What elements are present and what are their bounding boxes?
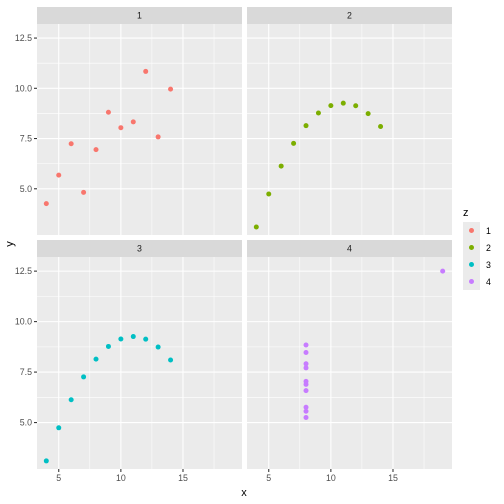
- data-point-series-4: [303, 381, 309, 387]
- legend: z 1 2 3 4: [463, 207, 491, 290]
- facet-panel-2: 2: [247, 7, 452, 235]
- data-point-series-1: [43, 201, 49, 207]
- legend-title: z: [463, 207, 469, 219]
- facet-panel-4: 4: [247, 240, 452, 469]
- data-point-series-2: [291, 140, 297, 146]
- data-point-series-1: [155, 134, 161, 140]
- y-tick-label: 12.5: [15, 266, 32, 276]
- data-point-series-3: [155, 344, 161, 350]
- data-point-series-2: [353, 103, 359, 109]
- data-point-series-1: [81, 189, 87, 195]
- legend-marker-2: [469, 245, 474, 250]
- data-point-series-2: [278, 163, 284, 169]
- y-tick-label: 7.5: [20, 367, 32, 377]
- data-point-series-1: [56, 172, 62, 178]
- data-point-series-3: [143, 336, 149, 342]
- data-point-series-4: [303, 415, 309, 421]
- data-point-series-3: [105, 343, 111, 349]
- data-point-series-1: [93, 147, 99, 153]
- y-tick-label: 10.0: [15, 83, 32, 93]
- data-point-series-1: [118, 125, 124, 131]
- legend-label: 3: [486, 260, 491, 270]
- panel-background: [247, 24, 452, 235]
- panel-background: [247, 257, 452, 469]
- facet-panel-1: 1: [37, 7, 242, 235]
- legend-marker-1: [469, 228, 474, 233]
- data-point-series-1: [143, 68, 149, 74]
- data-point-series-1: [168, 86, 174, 92]
- y-tick-label: 5.0: [20, 418, 32, 428]
- data-point-series-4: [440, 268, 446, 274]
- x-tick-label: 10: [326, 473, 336, 483]
- facet-strip-label: 2: [347, 11, 352, 21]
- data-point-series-2: [340, 100, 346, 106]
- data-point-series-2: [266, 191, 272, 197]
- data-point-series-1: [68, 141, 74, 147]
- data-point-series-4: [303, 408, 309, 414]
- x-tick-label: 5: [56, 473, 61, 483]
- data-point-series-2: [253, 224, 259, 230]
- facet-strip-label: 4: [347, 244, 352, 254]
- data-point-series-3: [56, 425, 62, 431]
- facet-strip-2: [247, 7, 452, 24]
- axes-layer: 5.0 7.5 10.0 12.5 5.0 7.5 10.0 12.5 5 10 15 5 10 15: [15, 33, 398, 483]
- facet-strip-4: [247, 240, 452, 257]
- legend-marker-4: [469, 279, 474, 284]
- data-point-series-3: [118, 336, 124, 342]
- data-point-series-3: [130, 334, 136, 340]
- data-point-series-1: [105, 109, 111, 115]
- data-point-series-4: [303, 350, 309, 356]
- data-point-series-3: [168, 357, 174, 363]
- data-point-series-3: [43, 458, 49, 464]
- y-tick-label: 5.0: [20, 184, 32, 194]
- facet-panel-3: 3: [37, 240, 242, 469]
- x-tick-label: 15: [388, 473, 398, 483]
- data-point-series-3: [93, 356, 99, 362]
- x-axis-title: x: [241, 487, 247, 499]
- data-point-series-2: [328, 103, 334, 109]
- data-point-series-3: [81, 374, 87, 380]
- data-point-series-2: [378, 123, 384, 129]
- y-tick-label: 10.0: [15, 317, 32, 327]
- x-tick-label: 10: [116, 473, 126, 483]
- panel-background: [37, 257, 242, 469]
- data-point-series-1: [130, 119, 136, 125]
- data-point-series-2: [303, 123, 309, 129]
- y-tick-label: 7.5: [20, 134, 32, 144]
- x-tick-label: 15: [178, 473, 188, 483]
- data-point-series-4: [303, 404, 309, 410]
- facet-strip-1: [37, 7, 242, 24]
- legend-label: 4: [486, 277, 491, 287]
- legend-label: 2: [486, 243, 491, 253]
- legend-label: 1: [486, 226, 491, 236]
- panels-layer: 1 2 3 4: [37, 7, 452, 469]
- facet-strip-label: 1: [137, 11, 142, 21]
- data-point-series-2: [315, 110, 321, 116]
- y-tick-label: 12.5: [15, 33, 32, 43]
- data-point-series-4: [303, 342, 309, 348]
- y-axis-title: y: [4, 241, 16, 247]
- facet-strip-label: 3: [137, 244, 142, 254]
- facet-strip-3: [37, 240, 242, 257]
- data-point-series-3: [68, 397, 74, 403]
- data-point-series-4: [303, 361, 309, 367]
- data-point-series-4: [303, 365, 309, 371]
- data-point-series-4: [303, 388, 309, 394]
- legend-marker-3: [469, 262, 474, 267]
- data-point-series-2: [365, 111, 371, 117]
- panel-background: [37, 24, 242, 235]
- x-tick-label: 5: [266, 473, 271, 483]
